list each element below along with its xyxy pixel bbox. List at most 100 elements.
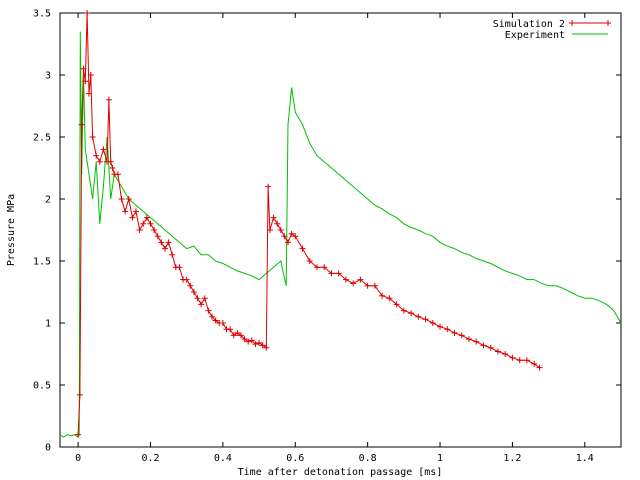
- data-point-simulation-2: [248, 337, 255, 344]
- data-point-simulation-2: [96, 158, 103, 165]
- data-point-simulation-2: [480, 342, 487, 349]
- y-tick-label: 0.5: [33, 381, 51, 392]
- data-point-simulation-2: [429, 320, 436, 326]
- data-point-simulation-2: [227, 326, 234, 333]
- x-axis-title: Time after detonation passage [ms]: [238, 467, 443, 478]
- data-point-simulation-2: [85, 90, 92, 97]
- data-point-simulation-2: [386, 295, 393, 302]
- x-tick-label: 1.4: [576, 453, 594, 464]
- data-point-simulation-2: [105, 96, 112, 103]
- data-point-simulation-2: [531, 360, 538, 367]
- data-point-simulation-2: [133, 208, 140, 215]
- data-point-simulation-2: [234, 329, 241, 336]
- x-tick-label: 0: [75, 453, 81, 464]
- data-point-simulation-2: [219, 320, 226, 326]
- data-point-simulation-2: [473, 338, 480, 345]
- x-tick-label: 1: [437, 453, 443, 464]
- data-point-simulation-2: [451, 329, 458, 336]
- data-point-simulation-2: [76, 391, 83, 398]
- data-point-simulation-2: [158, 239, 165, 246]
- data-point-simulation-2: [212, 317, 219, 324]
- x-tick-label: 1.2: [503, 453, 521, 464]
- data-point-simulation-2: [109, 165, 116, 171]
- data-point-simulation-2: [230, 332, 237, 339]
- data-point-simulation-2: [437, 323, 444, 330]
- data-point-simulation-2: [364, 282, 371, 289]
- y-tick-label: 1.5: [33, 257, 51, 268]
- data-point-simulation-2: [266, 227, 273, 233]
- data-point-simulation-2: [122, 208, 129, 215]
- data-point-simulation-2: [263, 344, 270, 351]
- series-layer: [59, 10, 622, 438]
- series-line-experiment: [59, 31, 622, 438]
- y-tick-label: 3.5: [33, 9, 51, 20]
- data-point-simulation-2: [357, 276, 364, 283]
- data-point-simulation-2: [209, 313, 216, 320]
- data-point-simulation-2: [87, 72, 94, 78]
- data-point-simulation-2: [118, 196, 125, 202]
- data-point-simulation-2: [84, 10, 91, 16]
- data-point-simulation-2: [245, 338, 252, 345]
- data-point-simulation-2: [415, 313, 422, 320]
- data-point-simulation-2: [502, 351, 509, 357]
- data-point-simulation-2: [100, 146, 107, 153]
- data-point-simulation-2: [201, 295, 208, 302]
- data-point-simulation-2: [408, 310, 415, 317]
- data-point-simulation-2: [114, 171, 121, 178]
- data-point-simulation-2: [458, 332, 465, 339]
- data-point-simulation-2: [465, 336, 472, 343]
- data-point-simulation-2: [80, 65, 87, 72]
- legend-marker-simulation-start: [569, 20, 575, 26]
- data-point-simulation-2: [93, 152, 100, 159]
- data-point-simulation-2: [265, 183, 272, 190]
- legend-label-experiment: Experiment: [505, 30, 565, 41]
- data-point-simulation-2: [125, 196, 132, 202]
- data-point-simulation-2: [187, 282, 194, 289]
- data-point-simulation-2: [161, 245, 168, 252]
- data-point-simulation-2: [393, 301, 400, 308]
- data-point-simulation-2: [422, 316, 429, 323]
- data-point-simulation-2: [516, 357, 523, 364]
- data-point-simulation-2: [107, 158, 114, 165]
- data-point-simulation-2: [198, 301, 205, 308]
- y-tick-label: 2.5: [33, 133, 51, 144]
- data-point-simulation-2: [335, 270, 342, 277]
- y-axis-ticks: 0 0.5 1 1.5 2 2.5 3 3.5: [33, 9, 621, 454]
- y-axis-title: Pressure MPa: [6, 194, 17, 266]
- data-point-simulation-2: [277, 227, 284, 233]
- data-point-simulation-2: [190, 289, 197, 295]
- data-point-simulation-2: [274, 220, 281, 227]
- y-tick-label: 2: [45, 195, 51, 206]
- data-point-simulation-2: [285, 239, 292, 246]
- x-tick-label: 0.8: [359, 453, 377, 464]
- data-point-simulation-2: [509, 354, 516, 361]
- data-point-simulation-2: [169, 251, 176, 258]
- y-tick-label: 3: [45, 71, 51, 82]
- x-axis-ticks: 0 0.2 0.4 0.6 0.8 1 1.2 1.4: [75, 13, 594, 464]
- data-point-simulation-2: [183, 276, 190, 283]
- plot-frame: [59, 12, 622, 448]
- data-point-simulation-2: [143, 214, 150, 221]
- data-point-simulation-2: [379, 292, 386, 299]
- data-point-simulation-2: [256, 339, 263, 346]
- x-tick-label: 0.4: [214, 453, 232, 464]
- data-point-simulation-2: [299, 245, 306, 252]
- data-point-simulation-2: [444, 326, 451, 333]
- data-point-simulation-2: [306, 258, 313, 264]
- data-point-simulation-2: [536, 364, 543, 371]
- data-point-simulation-2: [270, 214, 277, 221]
- data-point-simulation-2: [154, 233, 161, 240]
- data-point-simulation-2: [328, 270, 335, 277]
- data-point-simulation-2: [288, 230, 295, 237]
- data-point-simulation-2: [78, 121, 85, 128]
- data-point-simulation-2: [194, 295, 201, 302]
- data-point-simulation-2: [281, 233, 288, 240]
- data-point-simulation-2: [321, 264, 328, 271]
- data-point-simulation-2: [523, 357, 530, 364]
- data-point-simulation-2: [205, 307, 212, 314]
- legend-label-simulation: Simulation 2: [493, 19, 565, 30]
- y-tick-label: 0: [45, 443, 51, 454]
- data-point-simulation-2: [487, 344, 494, 351]
- data-point-simulation-2: [151, 227, 158, 233]
